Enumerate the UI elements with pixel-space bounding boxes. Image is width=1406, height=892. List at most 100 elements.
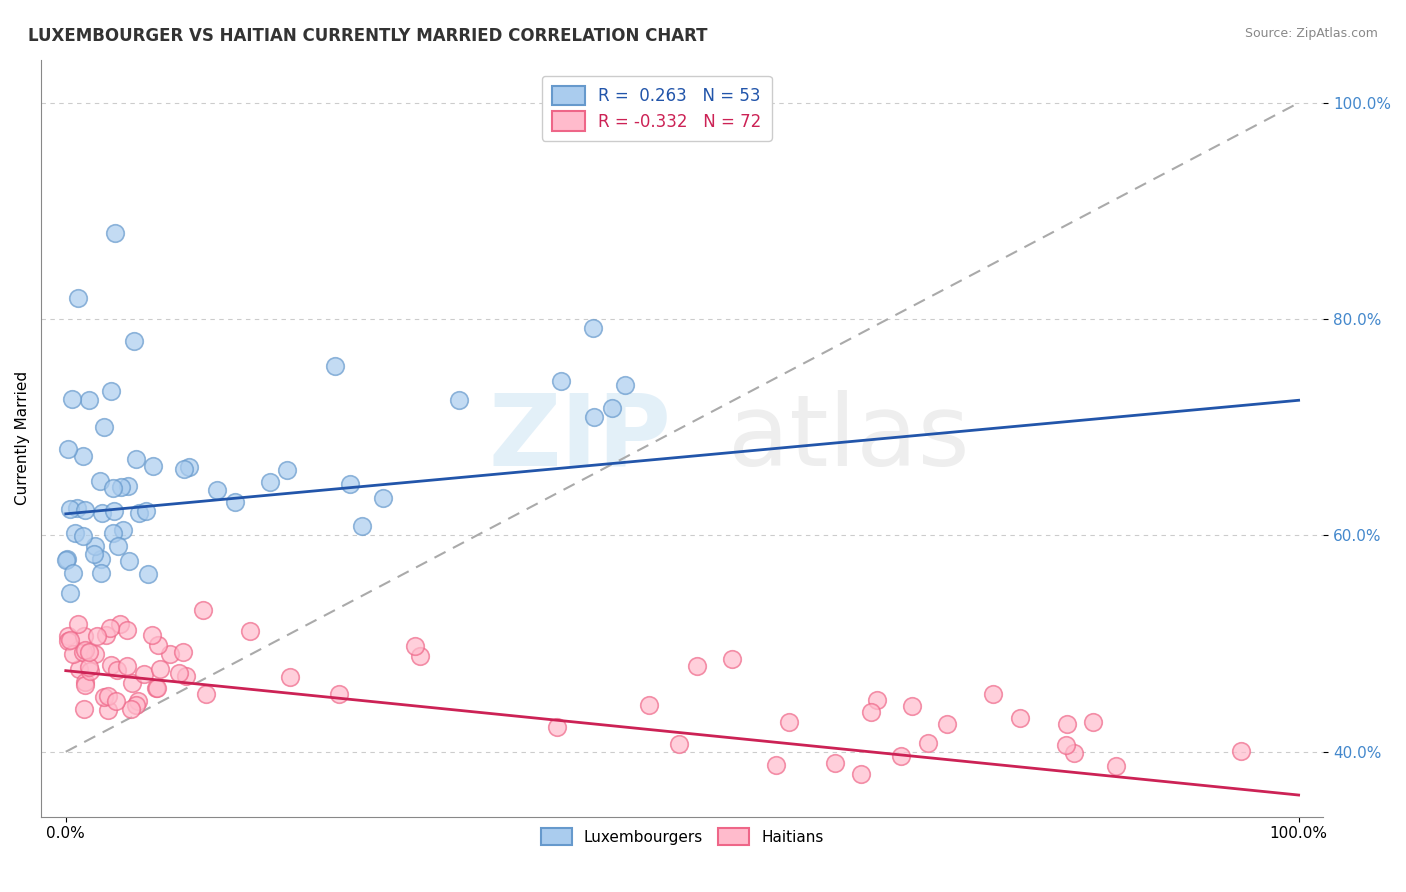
Point [66, 617, 89, 632]
Point [328, 687, 350, 701]
Point [56, 634, 79, 648]
Point [89, 475, 111, 489]
Point [127, 694, 149, 708]
Point [404, 639, 426, 653]
Point [63, 526, 86, 541]
Point [118, 554, 141, 568]
Text: Source: ZipAtlas.com: Source: ZipAtlas.com [1244, 27, 1378, 40]
Point [73, 702, 96, 716]
Point [122, 334, 145, 348]
Point [613, 377, 636, 392]
Point [117, 479, 139, 493]
Point [323, 359, 346, 373]
Point [132, 667, 155, 681]
Point [778, 714, 800, 729]
Point [100, 657, 122, 672]
Point [546, 720, 568, 734]
Text: ZIP: ZIP [488, 390, 671, 487]
Text: LUXEMBOURGER VS HAITIAN CURRENTLY MARRIED CORRELATION CHART: LUXEMBOURGER VS HAITIAN CURRENTLY MARRIE… [28, 27, 707, 45]
Point [97, 702, 120, 716]
Point [55, 553, 77, 567]
Point [72, 449, 94, 463]
Point [77, 392, 100, 407]
Point [79, 664, 101, 678]
Point [97, 690, 120, 704]
Point [91, 506, 114, 520]
Point [101, 526, 124, 541]
Point [145, 681, 167, 695]
Point [917, 736, 939, 750]
Point [371, 491, 394, 505]
Point [67, 291, 90, 305]
Point [104, 226, 127, 240]
Point [135, 504, 157, 518]
Point [141, 628, 163, 642]
Point [1056, 717, 1078, 731]
Point [195, 687, 218, 701]
Point [721, 651, 744, 665]
Point [936, 717, 959, 731]
Point [890, 748, 912, 763]
Point [149, 662, 172, 676]
Point [1083, 715, 1105, 730]
Point [117, 624, 139, 638]
Point [107, 539, 129, 553]
Point [128, 506, 150, 520]
Point [146, 638, 169, 652]
Point [84, 648, 107, 662]
Point [125, 451, 148, 466]
Point [79, 645, 101, 659]
Point [177, 459, 200, 474]
Point [73, 643, 96, 657]
Point [75, 678, 97, 692]
Point [637, 698, 659, 713]
Point [172, 645, 194, 659]
Point [668, 737, 690, 751]
Point [276, 463, 298, 477]
Point [765, 758, 787, 772]
Point [901, 698, 924, 713]
Point [1010, 711, 1032, 725]
Point [824, 756, 846, 770]
Point [83, 547, 105, 561]
Point [860, 705, 883, 719]
Point [103, 482, 125, 496]
Point [67, 663, 90, 677]
Point [66, 501, 89, 516]
Point [72, 645, 94, 659]
Point [142, 458, 165, 473]
Point [62, 566, 84, 581]
Point [75, 675, 97, 690]
Point [62, 647, 84, 661]
Point [224, 495, 246, 509]
Point [582, 409, 605, 424]
Y-axis label: Currently Married: Currently Married [15, 371, 30, 505]
Point [115, 659, 138, 673]
Point [686, 659, 709, 673]
Point [550, 374, 572, 388]
Point [1063, 746, 1085, 760]
Point [138, 566, 160, 581]
Point [145, 681, 167, 695]
Point [59, 501, 82, 516]
Point [73, 503, 96, 517]
Point [59, 632, 82, 647]
Point [1229, 744, 1251, 758]
Point [125, 698, 148, 712]
Point [72, 529, 94, 543]
Point [339, 477, 361, 491]
Point [600, 401, 623, 415]
Point [56, 442, 79, 456]
Point [56, 629, 79, 643]
Point [105, 663, 128, 677]
Point [167, 666, 190, 681]
Point [1054, 738, 1077, 752]
Point [110, 617, 132, 632]
Point [278, 670, 301, 684]
Point [83, 539, 105, 553]
Point [449, 392, 471, 407]
Point [93, 690, 115, 704]
Point [191, 603, 214, 617]
Point [174, 669, 197, 683]
Point [103, 504, 125, 518]
